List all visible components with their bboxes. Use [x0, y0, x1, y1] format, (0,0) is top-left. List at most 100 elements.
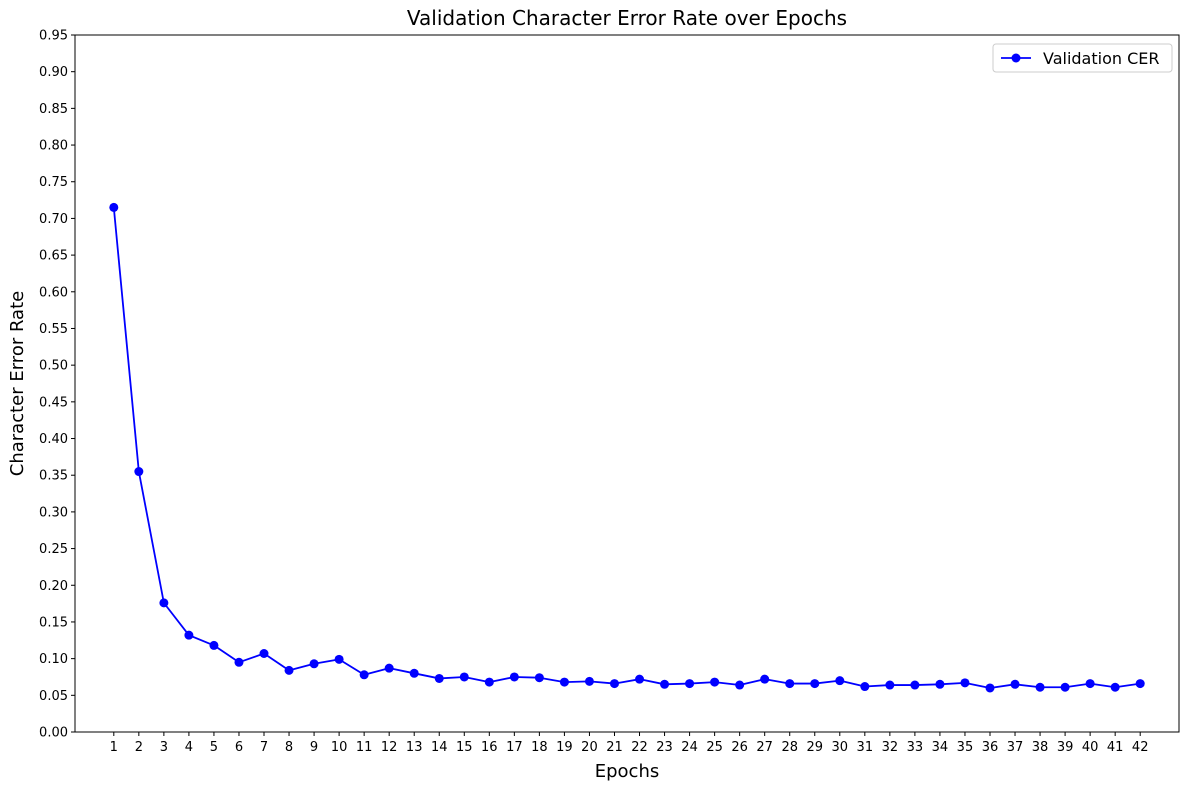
y-tick-label: 0.40	[39, 432, 68, 447]
data-point	[985, 683, 995, 693]
data-point	[960, 678, 970, 688]
x-tick-label: 24	[681, 740, 698, 755]
y-tick-label: 0.95	[39, 29, 68, 44]
data-point	[885, 680, 895, 690]
x-tick-label: 6	[235, 740, 243, 755]
data-point	[1135, 679, 1145, 689]
x-tick-label: 33	[907, 740, 924, 755]
data-point	[134, 467, 144, 477]
data-point	[1010, 679, 1020, 689]
data-point	[860, 682, 870, 692]
y-tick-label: 0.90	[39, 65, 68, 80]
data-point	[334, 654, 344, 664]
x-tick-label: 28	[781, 740, 798, 755]
x-tick-label: 9	[310, 740, 318, 755]
data-point	[409, 668, 419, 678]
y-tick-label: 0.70	[39, 212, 68, 227]
x-tick-label: 2	[135, 740, 143, 755]
series-layer	[109, 202, 1145, 693]
data-point	[484, 677, 494, 687]
plot-frame	[74, 34, 1180, 733]
x-axis-label: Epochs	[595, 761, 660, 782]
x-tick-label: 7	[260, 740, 268, 755]
x-tick-label: 42	[1132, 740, 1149, 755]
data-point	[184, 630, 194, 640]
data-point	[359, 670, 369, 680]
x-tick-label: 10	[331, 740, 348, 755]
x-tick-label: 17	[506, 740, 523, 755]
data-point	[559, 677, 569, 687]
data-point	[910, 680, 920, 690]
data-point	[584, 676, 594, 686]
x-tick-label: 18	[531, 740, 548, 755]
data-point	[109, 202, 119, 212]
x-tick-label: 25	[706, 740, 723, 755]
x-tick-label: 34	[932, 740, 949, 755]
data-point	[1035, 682, 1045, 692]
data-point	[835, 676, 845, 686]
x-tick-label: 13	[406, 740, 423, 755]
data-point	[159, 598, 169, 608]
data-point	[384, 663, 394, 673]
y-tick-label: 0.60	[39, 285, 68, 300]
data-point	[785, 679, 795, 689]
y-tick-label: 0.30	[39, 505, 68, 520]
x-tick-label: 20	[581, 740, 598, 755]
data-point	[760, 674, 770, 684]
x-tick-label: 38	[1032, 740, 1049, 755]
x-tick-label: 12	[381, 740, 398, 755]
x-tick-label: 1	[110, 740, 118, 755]
data-point	[609, 679, 619, 689]
x-tick-label: 35	[957, 740, 974, 755]
x-tick-label: 23	[656, 740, 673, 755]
y-tick-label: 0.35	[39, 469, 68, 484]
x-tick-label: 21	[606, 740, 623, 755]
y-tick-label: 0.05	[39, 689, 68, 704]
x-tick-label: 29	[806, 740, 823, 755]
data-point	[209, 640, 219, 650]
legend-label: Validation CER	[1043, 49, 1160, 68]
x-tick-label: 26	[731, 740, 748, 755]
data-point	[660, 679, 670, 689]
y-tick-label: 0.85	[39, 102, 68, 117]
data-point	[710, 677, 720, 687]
data-point	[1085, 679, 1095, 689]
y-tick-label: 0.55	[39, 322, 68, 337]
y-axis-label: Character Error Rate	[7, 291, 28, 476]
x-tick-label: 36	[982, 740, 999, 755]
series-line	[112, 207, 1141, 689]
x-tick-label: 22	[631, 740, 648, 755]
data-point	[935, 679, 945, 689]
data-point	[509, 672, 519, 682]
x-tick-label: 37	[1007, 740, 1024, 755]
y-tick-label: 0.00	[39, 726, 68, 741]
data-point	[735, 680, 745, 690]
y-tick-label: 0.45	[39, 395, 68, 410]
data-point	[810, 679, 820, 689]
x-tick-label: 32	[882, 740, 899, 755]
data-point	[434, 673, 444, 683]
x-tick-label: 11	[356, 740, 373, 755]
x-tick-label: 3	[160, 740, 168, 755]
y-tick-label: 0.75	[39, 175, 68, 190]
data-point	[309, 659, 319, 669]
y-tick-label: 0.25	[39, 542, 68, 557]
y-tick-label: 0.15	[39, 615, 68, 630]
y-tick-label: 0.50	[39, 359, 68, 374]
x-tick-label: 30	[832, 740, 849, 755]
data-point	[635, 674, 645, 684]
y-tick-label: 0.65	[39, 249, 68, 264]
chart-title: Validation Character Error Rate over Epo…	[407, 6, 847, 30]
x-tick-label: 31	[857, 740, 874, 755]
data-point	[1110, 682, 1120, 692]
x-tick-label: 19	[556, 740, 573, 755]
legend-box	[992, 43, 1173, 73]
y-tick-label: 0.80	[39, 139, 68, 154]
data-point	[1060, 682, 1070, 692]
x-tick-label: 27	[756, 740, 773, 755]
x-tick-label: 41	[1107, 740, 1124, 755]
x-tick-label: 15	[456, 740, 473, 755]
x-tick-label: 16	[481, 740, 498, 755]
x-tick-label: 39	[1057, 740, 1074, 755]
